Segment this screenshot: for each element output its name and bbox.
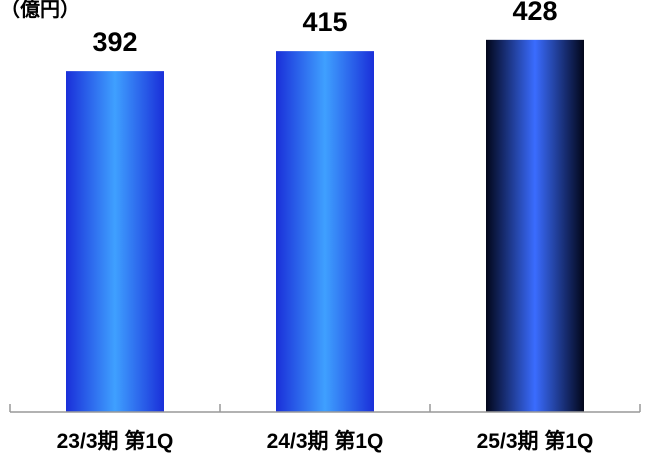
x-axis bbox=[9, 404, 641, 413]
data-label-0: 392 bbox=[92, 27, 137, 57]
category-label-1: 24/3期 第1Q bbox=[267, 429, 384, 453]
bar-0 bbox=[66, 71, 164, 412]
category-label-0: 23/3期 第1Q bbox=[57, 429, 174, 453]
bar-1 bbox=[276, 51, 374, 413]
data-label-1: 415 bbox=[302, 7, 347, 37]
bar-2 bbox=[486, 39, 584, 413]
unit-label: （億円） bbox=[0, 0, 80, 21]
category-label-2: 25/3期 第1Q bbox=[477, 429, 594, 453]
labels-layer: 392 23/3期 第1Q 415 24/3期 第1Q 428 25/3期 第1Q bbox=[57, 0, 594, 453]
bars-layer bbox=[66, 39, 584, 413]
data-label-2: 428 bbox=[512, 0, 557, 26]
